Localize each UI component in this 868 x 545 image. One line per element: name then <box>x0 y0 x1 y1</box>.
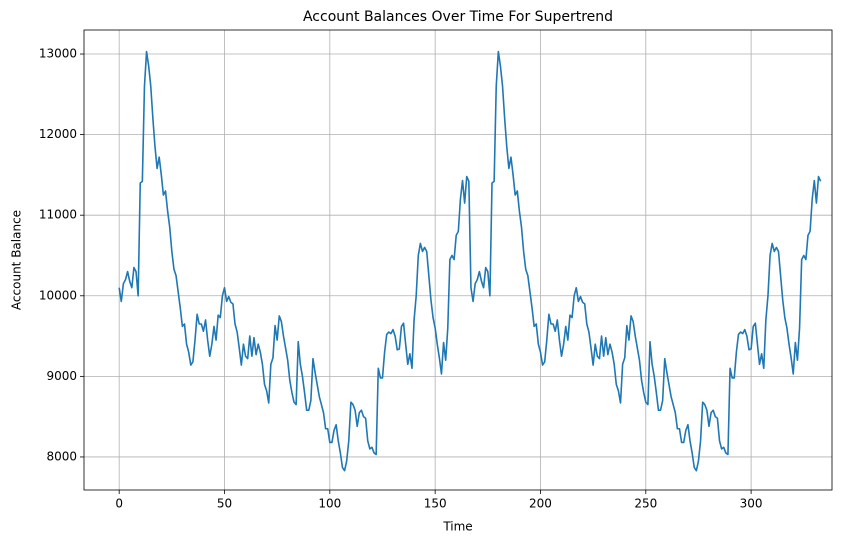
x-tick-label: 50 <box>217 497 232 511</box>
x-tick-label: 200 <box>529 497 552 511</box>
x-tick-label: 150 <box>424 497 447 511</box>
y-tick-label: 12000 <box>39 127 77 141</box>
y-tick-label: 13000 <box>39 47 77 61</box>
x-tick-label: 250 <box>634 497 657 511</box>
y-axis-label: Account Balance <box>10 210 24 310</box>
x-tick-label: 100 <box>318 497 341 511</box>
y-tick-label: 9000 <box>46 369 77 383</box>
x-tick-label: 300 <box>740 497 763 511</box>
chart-title: Account Balances Over Time For Supertren… <box>303 9 613 25</box>
y-tick-label: 8000 <box>46 449 77 463</box>
data-line <box>118 50 822 472</box>
plot-frame <box>83 29 833 491</box>
x-axis-label: Time <box>442 520 472 534</box>
y-tick-label: 11000 <box>39 208 77 222</box>
x-tick-label: 0 <box>115 497 123 511</box>
y-tick-label: 10000 <box>39 288 77 302</box>
